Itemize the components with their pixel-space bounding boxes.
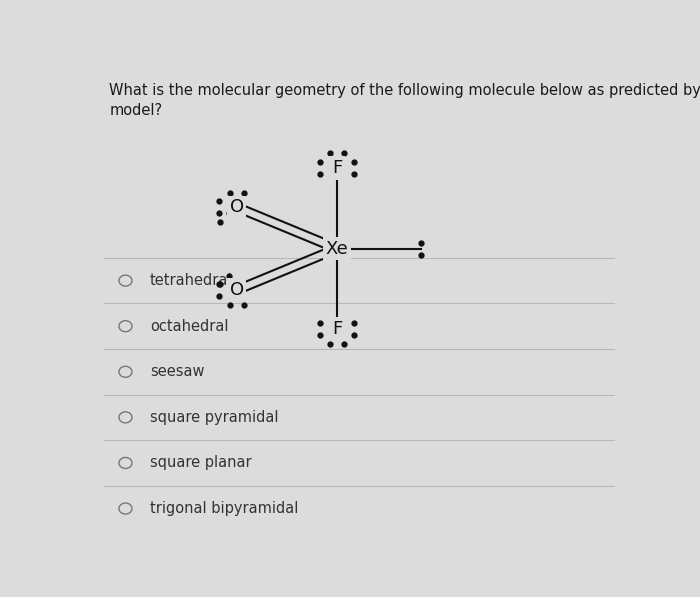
Text: octahedral: octahedral bbox=[150, 319, 228, 334]
Text: Xe: Xe bbox=[326, 239, 349, 258]
Text: What is the molecular geometry of the following molecule below as predicted by t: What is the molecular geometry of the fo… bbox=[109, 83, 700, 118]
Text: trigonal bipyramidal: trigonal bipyramidal bbox=[150, 501, 298, 516]
Text: tetrahedral: tetrahedral bbox=[150, 273, 232, 288]
Text: O: O bbox=[230, 198, 244, 216]
Text: F: F bbox=[332, 159, 342, 177]
Text: O: O bbox=[230, 281, 244, 299]
Text: square pyramidal: square pyramidal bbox=[150, 410, 279, 425]
Text: F: F bbox=[332, 320, 342, 338]
Text: square planar: square planar bbox=[150, 456, 251, 470]
Text: seesaw: seesaw bbox=[150, 364, 204, 379]
